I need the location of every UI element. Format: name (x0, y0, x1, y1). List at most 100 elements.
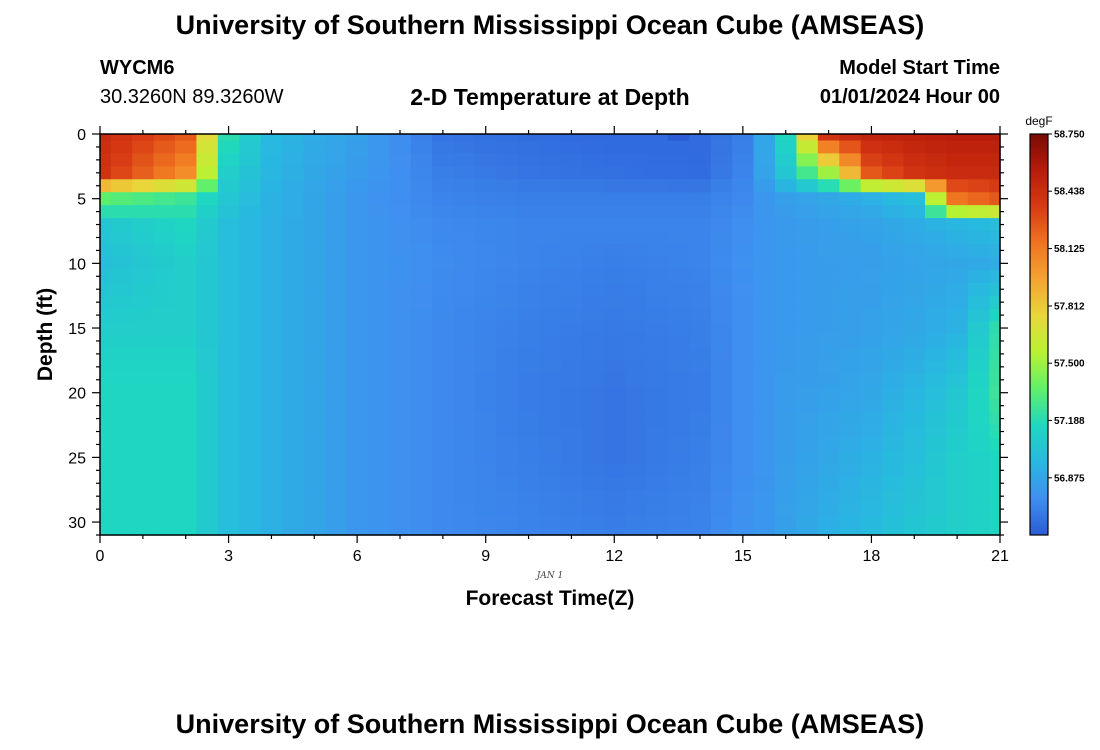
station-coordinates: 30.3260N 89.3260W (100, 86, 284, 108)
heatmap-cell (689, 412, 712, 426)
heatmap-cell (839, 295, 862, 310)
heatmap-cell (346, 192, 369, 206)
heatmap-cell (496, 437, 519, 452)
heatmap-cell (903, 295, 926, 310)
heatmap-cell (517, 489, 540, 504)
heatmap-cell (282, 476, 305, 491)
heatmap-cell (100, 140, 112, 155)
heatmap-cell (796, 282, 819, 297)
heatmap-cell (110, 269, 133, 284)
heatmap-cell (153, 295, 176, 310)
heatmap-cell (839, 205, 862, 219)
heatmap-cell (153, 243, 176, 258)
heatmap-cell (239, 140, 262, 155)
heatmap-cell (410, 243, 433, 258)
heatmap-cell (539, 218, 562, 232)
heatmap-cell (539, 399, 562, 413)
heatmap-cell (796, 334, 819, 349)
heatmap-cell (389, 308, 412, 323)
heatmap-cell (282, 205, 305, 219)
heatmap-cell (667, 140, 690, 155)
heatmap-cell (175, 463, 198, 478)
heatmap-cell (967, 134, 990, 142)
heatmap-cell (882, 308, 905, 323)
heatmap-cell (732, 476, 755, 491)
heatmap-cell (346, 218, 369, 232)
heatmap-cell (817, 347, 840, 361)
heatmap-cell (625, 425, 648, 439)
heatmap-cell (410, 386, 433, 400)
heatmap-cell (689, 437, 712, 452)
heatmap-cell (817, 218, 840, 232)
heatmap-cell (989, 140, 1001, 155)
heatmap-cell (539, 425, 562, 439)
heatmap-cell (389, 373, 412, 387)
heatmap-cell (517, 295, 540, 310)
heatmap-cell (260, 334, 283, 349)
heatmap-cell (796, 231, 819, 245)
heatmap-cell (775, 218, 798, 232)
heatmap-cell (860, 179, 883, 193)
heatmap-cell (967, 412, 990, 426)
heatmap-cell (303, 386, 326, 400)
heatmap-cell (753, 192, 776, 206)
heatmap-cell (903, 437, 926, 452)
heatmap-cell (303, 134, 326, 142)
heatmap-cell (882, 450, 905, 465)
heatmap-cell (646, 463, 669, 478)
heatmap-cell (282, 308, 305, 323)
heatmap-cell (196, 334, 219, 349)
colorbar-tick-label: 57.812 (1054, 301, 1085, 312)
x-tick-label: 3 (224, 548, 233, 565)
heatmap-cell (710, 412, 733, 426)
heatmap-cell (860, 192, 883, 206)
heatmap-cell (239, 231, 262, 245)
heatmap-cell (582, 321, 605, 336)
heatmap-cell (646, 347, 669, 361)
heatmap-cell (989, 450, 1001, 465)
heatmap-cell (560, 515, 583, 530)
heatmap-cell (217, 502, 240, 517)
model-start-label: Model Start Time (839, 57, 1000, 79)
heatmap-cell (432, 308, 455, 323)
heatmap-cell (475, 360, 498, 374)
heatmap-cell (100, 373, 112, 387)
heatmap-cell (839, 399, 862, 413)
heatmap-cell (217, 489, 240, 504)
heatmap-cell (100, 476, 112, 491)
heatmap-cell (517, 153, 540, 167)
heatmap-cell (710, 515, 733, 530)
colorbar: degF 58.750 58.438 58.125 57.812 57.500 57.18… (1025, 114, 1085, 536)
colorbar-tick-label: 57.188 (1054, 416, 1085, 427)
station-id: WYCM6 (100, 57, 175, 79)
heatmap-cell (925, 205, 948, 219)
heatmap-cell (153, 192, 176, 206)
heatmap-cell (967, 179, 990, 193)
heatmap-cell (582, 489, 605, 504)
heatmap-cell (100, 218, 112, 232)
heatmap-cell (410, 528, 433, 536)
heatmap-cell (925, 412, 948, 426)
heatmap-cell (989, 243, 1001, 258)
heatmap-cell (946, 218, 969, 232)
heatmap-cell (689, 502, 712, 517)
heatmap-cell (325, 528, 348, 536)
x-tick-label: 12 (605, 548, 623, 565)
heatmap-cell (496, 386, 519, 400)
heatmap-cell (260, 179, 283, 193)
heatmap-cell (582, 179, 605, 193)
heatmap-cell (796, 269, 819, 284)
heatmap-cell (239, 476, 262, 491)
heatmap-cell (196, 347, 219, 361)
heatmap-cell (346, 308, 369, 323)
heatmap-cell (260, 134, 283, 142)
heatmap-cell (989, 218, 1001, 232)
heatmap-cell (132, 399, 155, 413)
heatmap-cell (389, 334, 412, 349)
heatmap-cell (239, 308, 262, 323)
heatmap-cell (260, 437, 283, 452)
heatmap-cell (667, 347, 690, 361)
colorbar-tick-label: 58.438 (1054, 187, 1085, 198)
heatmap-cell (817, 425, 840, 439)
heatmap-cell (689, 528, 712, 536)
